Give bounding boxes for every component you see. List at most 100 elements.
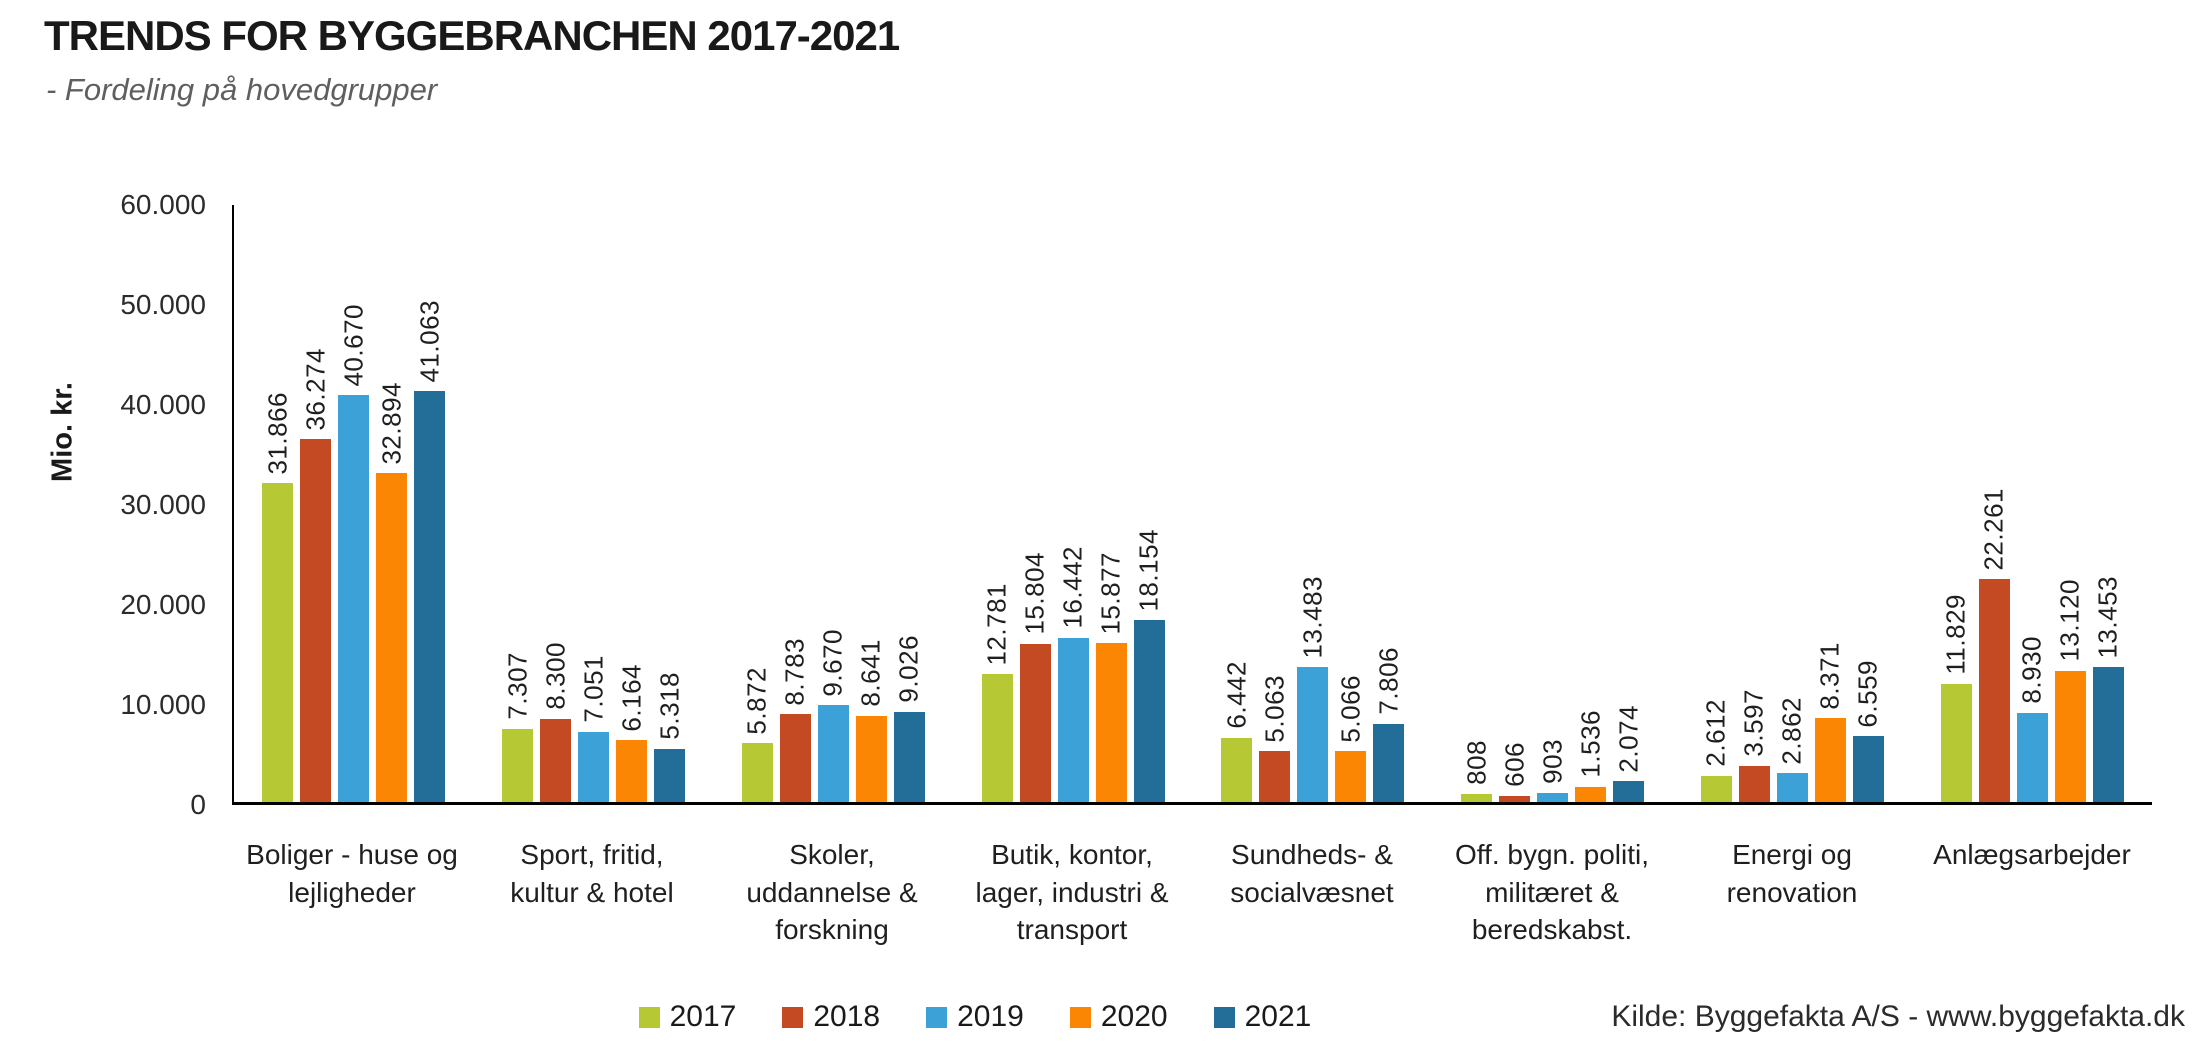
bar-2017: 7.307 — [502, 652, 534, 802]
bar-group: 808 606 903 1.536 2.074 — [1433, 205, 1673, 802]
x-axis-category-labels: Boliger - huse og lejligheder Sport, friti… — [232, 836, 2152, 949]
bar-value-label: 8.930 — [2016, 636, 2047, 704]
category-label: Anlægsarbejder — [1933, 839, 2131, 870]
bar-2019: 40.670 — [338, 304, 370, 802]
category-label: Boliger - huse og lejligheder — [246, 839, 458, 908]
chart-title: TRENDS FOR BYGGEBRANCHEN 2017-2021 — [44, 12, 900, 59]
bar-value-label: 36.274 — [300, 347, 331, 431]
category-label: Butik, kontor, lager, industri & transport — [975, 839, 1169, 946]
bar-value-label: 6.559 — [1852, 659, 1883, 728]
chart-subtitle: - Fordeling på hovedgrupper — [46, 72, 438, 107]
y-tick-label: 50.000 — [120, 289, 206, 320]
bar-2018: 606 — [1499, 742, 1531, 802]
bar-2017: 12.781 — [981, 583, 1013, 802]
bar-value-label: 15.804 — [1019, 552, 1050, 635]
bar-value-label: 22.261 — [1978, 487, 2009, 571]
bar-2021: 5.318 — [654, 672, 686, 802]
bar-value-label: 18.154 — [1133, 528, 1164, 612]
bar-value-label: 12.781 — [981, 582, 1012, 666]
bar-value-label: 5.063 — [1259, 674, 1290, 743]
bar-2017: 31.866 — [262, 392, 294, 802]
y-tick-label: 60.000 — [120, 189, 206, 220]
category-label: Energi og renovation — [1726, 839, 1858, 908]
legend-swatch — [1213, 1006, 1235, 1028]
bar-value-label: 31.866 — [262, 391, 293, 475]
bar-value-label: 16.442 — [1057, 546, 1088, 629]
bar-2021: 41.063 — [414, 300, 446, 802]
bar-2017: 5.872 — [741, 667, 773, 802]
bar-value-label: 7.051 — [578, 654, 609, 723]
bar-2021: 13.453 — [2092, 576, 2124, 802]
y-tick-label: 20.000 — [120, 589, 206, 620]
legend-label: 2017 — [669, 1000, 737, 1033]
bar-value-label: 1.536 — [1575, 710, 1606, 778]
bar-2019: 7.051 — [578, 655, 610, 802]
y-tick-label: 10.000 — [120, 689, 206, 720]
bar-group: 31.866 36.274 40.670 32.894 41.063 — [234, 205, 474, 802]
bar-2021: 7.806 — [1373, 647, 1405, 802]
bar-value-label: 6.164 — [616, 663, 647, 732]
bar-2019: 9.670 — [817, 629, 849, 802]
bar-value-label: 7.806 — [1373, 647, 1404, 715]
y-tick-label: 40.000 — [120, 389, 206, 420]
bar-2019: 903 — [1537, 739, 1569, 802]
bar-group: 11.829 22.261 8.930 13.120 13.453 — [1912, 205, 2152, 802]
bar-group: 6.442 5.063 13.483 5.066 7.806 — [1193, 205, 1433, 802]
bar-2018: 5.063 — [1259, 675, 1291, 802]
bar-2020: 13.120 — [2054, 579, 2086, 802]
bar-group: 2.612 3.597 2.862 8.371 6.559 — [1673, 205, 1913, 802]
bar-value-label: 606 — [1499, 742, 1530, 787]
bar-2020: 5.066 — [1335, 675, 1367, 802]
bar-2017: 6.442 — [1221, 661, 1253, 802]
bar-2020: 15.877 — [1095, 552, 1127, 802]
bar-value-label: 13.120 — [2054, 579, 2085, 662]
bar-value-label: 15.877 — [1095, 551, 1126, 635]
bar-2018: 3.597 — [1738, 689, 1770, 802]
bar-value-label: 8.783 — [779, 637, 810, 706]
source-credit: Kilde: Byggefakta A/S - www.byggefakta.d… — [1611, 1000, 2185, 1033]
legend-item-2017: 2017 — [638, 1000, 737, 1034]
bar-2018: 8.783 — [779, 638, 811, 802]
bar-value-label: 8.371 — [1814, 641, 1845, 710]
bar-value-label: 2.862 — [1776, 696, 1807, 765]
bar-2017: 808 — [1461, 740, 1493, 802]
bar-2020: 1.536 — [1575, 710, 1607, 802]
bar-2020: 8.371 — [1814, 642, 1846, 802]
legend-item-2018: 2018 — [782, 1000, 880, 1034]
legend-swatch — [1069, 1006, 1091, 1028]
bar-value-label: 903 — [1537, 739, 1568, 784]
bar-2018: 8.300 — [540, 642, 572, 802]
legend-item-2020: 2020 — [1069, 1000, 1168, 1034]
bar-2018: 15.804 — [1019, 552, 1051, 802]
category-label: Skoler, uddannelse & forskning — [746, 839, 918, 946]
bar-2021: 6.559 — [1852, 660, 1884, 802]
bar-value-label: 6.442 — [1221, 661, 1252, 729]
bar-group: 7.307 8.300 7.051 6.164 5.318 — [474, 205, 714, 802]
bar-2020: 32.894 — [376, 382, 408, 802]
legend-swatch — [782, 1006, 804, 1028]
bar-2020: 8.641 — [855, 639, 887, 802]
bar-2019: 8.930 — [2016, 636, 2048, 802]
category-label: Off. bygn. politi, militæret & beredskabst… — [1454, 839, 1650, 946]
legend-label: 2021 — [1244, 1000, 1312, 1033]
bar-value-label: 2.612 — [1700, 699, 1731, 767]
bar-value-label: 9.026 — [893, 635, 924, 703]
legend-item-2019: 2019 — [926, 1000, 1024, 1034]
bar-2019: 16.442 — [1057, 546, 1089, 802]
bar-value-label: 3.597 — [1738, 689, 1769, 758]
legend: 2017 2018 2019 2020 2021 — [450, 1000, 1500, 1034]
bar-value-label: 8.641 — [855, 639, 886, 707]
bar-value-label: 7.307 — [502, 652, 533, 720]
legend-item-2021: 2021 — [1213, 1000, 1312, 1034]
bar-value-label: 9.670 — [817, 628, 848, 697]
bar-2021: 9.026 — [893, 635, 925, 802]
bar-2021: 2.074 — [1613, 705, 1645, 802]
bar-2019: 2.862 — [1776, 697, 1808, 802]
bar-value-label: 41.063 — [414, 299, 445, 383]
bar-value-label: 808 — [1461, 740, 1492, 785]
y-tick-label: 0 — [190, 789, 206, 820]
bar-value-label: 32.894 — [376, 381, 407, 465]
legend-label: 2020 — [1100, 1000, 1168, 1033]
bar-value-label: 40.670 — [338, 303, 369, 387]
